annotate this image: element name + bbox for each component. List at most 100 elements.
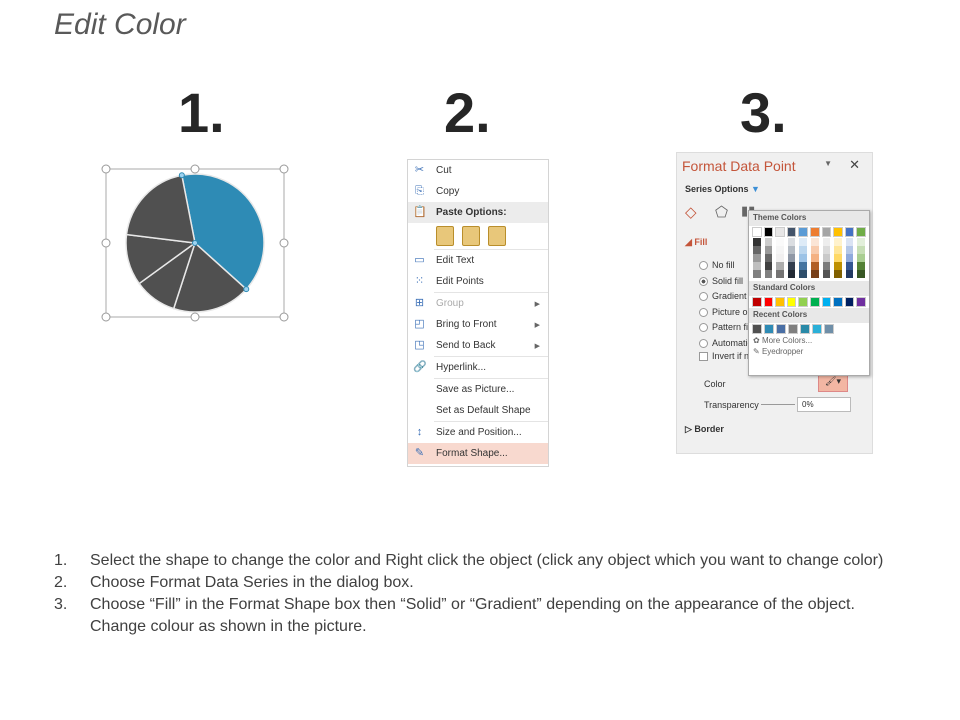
pie-slice[interactable]	[172, 241, 248, 313]
resize-handle[interactable]	[279, 164, 289, 174]
menu-item-format-shape[interactable]: ✎ Format Shape...	[408, 443, 548, 464]
paste-keep-text-icon[interactable]	[436, 226, 454, 246]
point-handle[interactable]	[178, 172, 185, 179]
color-swatch[interactable]	[844, 227, 855, 237]
color-swatch[interactable]	[810, 297, 820, 307]
color-swatch[interactable]	[786, 227, 797, 237]
resize-handle[interactable]	[190, 164, 200, 174]
paste-formatting-icon[interactable]	[462, 226, 480, 246]
color-swatch[interactable]	[822, 246, 831, 254]
resize-handle[interactable]	[190, 312, 200, 322]
color-swatch[interactable]	[776, 270, 784, 278]
color-swatch[interactable]	[824, 324, 834, 334]
pie-slice-selected[interactable]	[180, 173, 265, 291]
color-swatch[interactable]	[753, 262, 761, 270]
color-swatch[interactable]	[834, 270, 842, 278]
menu-item-hyperlink[interactable]: 🔗 Hyperlink...	[408, 357, 548, 378]
color-swatch[interactable]	[776, 254, 784, 262]
color-swatch[interactable]	[752, 297, 762, 307]
color-swatch[interactable]	[787, 262, 796, 270]
color-swatch[interactable]	[763, 227, 774, 237]
color-swatch[interactable]	[764, 246, 773, 254]
close-icon[interactable]: ✕	[849, 157, 860, 172]
color-swatch[interactable]	[752, 227, 762, 237]
color-swatch[interactable]	[764, 270, 773, 278]
resize-handle[interactable]	[101, 312, 111, 322]
menu-item-cut[interactable]: ✂ Cut	[408, 160, 548, 181]
color-swatch[interactable]	[787, 270, 796, 278]
point-handle[interactable]	[192, 240, 198, 246]
color-swatch[interactable]	[787, 238, 796, 246]
effects-tab-icon[interactable]: ⬠	[715, 204, 729, 221]
color-swatch[interactable]	[776, 246, 784, 254]
menu-item-size-and-position[interactable]: ↕ Size and Position...	[408, 422, 548, 443]
color-swatch[interactable]	[799, 254, 807, 262]
color-swatch[interactable]	[810, 262, 819, 270]
color-swatch[interactable]	[776, 262, 784, 270]
transparency-input[interactable]: 0%	[797, 397, 851, 412]
color-swatch[interactable]	[753, 270, 761, 278]
color-swatch[interactable]	[810, 238, 819, 246]
color-swatch[interactable]	[822, 262, 831, 270]
color-swatch[interactable]	[799, 246, 807, 254]
color-swatch[interactable]	[787, 254, 796, 262]
fill-option-radio[interactable]: No fill	[699, 258, 754, 274]
color-swatch[interactable]	[810, 270, 819, 278]
color-swatch[interactable]	[844, 297, 855, 307]
color-swatch[interactable]	[821, 227, 832, 237]
resize-handle[interactable]	[101, 164, 111, 174]
color-swatch[interactable]	[776, 324, 786, 334]
resize-handle[interactable]	[279, 238, 289, 248]
fill-option-radio[interactable]: Gradient fi	[699, 289, 754, 305]
color-swatch[interactable]	[845, 262, 854, 270]
color-swatch[interactable]	[775, 227, 785, 237]
color-swatch[interactable]	[753, 238, 761, 246]
more-colors-item[interactable]: ✿ More Colors...	[749, 335, 869, 346]
border-section-toggle[interactable]: ▷ Border	[685, 424, 724, 434]
color-swatch[interactable]	[787, 246, 796, 254]
color-swatch[interactable]	[857, 246, 865, 254]
fill-option-radio[interactable]: Pattern fill	[699, 320, 754, 336]
menu-item-edit-points[interactable]: ⁙ Edit Points	[408, 271, 548, 292]
fill-color-button[interactable]: 🖌▾	[818, 375, 848, 392]
pie-slice[interactable]	[125, 174, 196, 244]
color-swatch[interactable]	[857, 254, 865, 262]
color-swatch[interactable]	[799, 238, 807, 246]
color-swatch[interactable]	[834, 262, 842, 270]
color-swatch[interactable]	[834, 254, 842, 262]
color-swatch[interactable]	[845, 246, 854, 254]
transparency-slider[interactable]	[761, 404, 795, 405]
paste-picture-icon[interactable]	[488, 226, 506, 246]
color-swatch[interactable]	[833, 297, 843, 307]
color-swatch[interactable]	[788, 324, 798, 334]
color-swatch[interactable]	[764, 254, 773, 262]
menu-item-copy[interactable]: ⎘ Copy	[408, 181, 548, 202]
fill-line-tab-icon[interactable]: ◇	[685, 204, 697, 221]
series-options-dropdown[interactable]: Series Options ▼	[685, 184, 760, 194]
color-swatch[interactable]	[834, 238, 842, 246]
menu-item-group[interactable]: ⊞ Group ▶	[408, 293, 548, 314]
fill-section-toggle[interactable]: ◢ Fill	[685, 237, 708, 247]
color-swatch[interactable]	[845, 254, 854, 262]
menu-item-bring-to-front[interactable]: ◰ Bring to Front ▶	[408, 314, 548, 335]
color-swatch[interactable]	[822, 270, 831, 278]
color-swatch[interactable]	[821, 297, 832, 307]
color-swatch[interactable]	[798, 227, 808, 237]
color-swatch[interactable]	[764, 238, 773, 246]
color-swatch[interactable]	[812, 324, 822, 334]
color-swatch[interactable]	[799, 270, 807, 278]
color-swatch[interactable]	[798, 297, 808, 307]
color-swatch[interactable]	[786, 297, 797, 307]
color-swatch[interactable]	[834, 246, 842, 254]
color-swatch[interactable]	[845, 270, 854, 278]
color-swatch[interactable]	[764, 262, 773, 270]
color-swatch[interactable]	[857, 270, 865, 278]
color-swatch[interactable]	[799, 262, 807, 270]
color-swatch[interactable]	[857, 262, 865, 270]
fill-option-radio[interactable]: Automatic	[699, 336, 754, 352]
color-swatch[interactable]	[775, 297, 785, 307]
color-swatch[interactable]	[856, 297, 866, 307]
color-swatch[interactable]	[753, 254, 761, 262]
menu-item-save-as-picture[interactable]: Save as Picture...	[408, 379, 548, 400]
color-swatch[interactable]	[822, 238, 831, 246]
